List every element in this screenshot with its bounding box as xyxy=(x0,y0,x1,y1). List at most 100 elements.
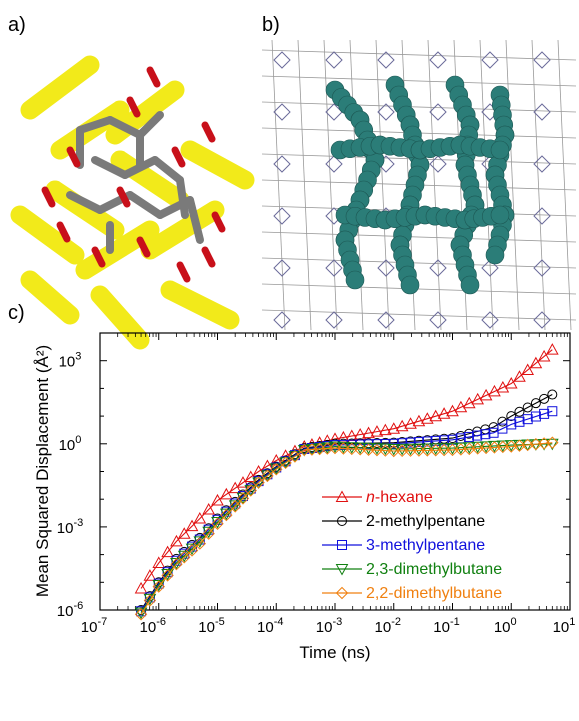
data-point xyxy=(412,414,426,427)
legend-marker xyxy=(337,540,347,550)
data-point xyxy=(236,492,250,505)
data-point xyxy=(522,402,533,413)
legend-marker xyxy=(335,564,349,576)
y-axis-title: Mean Squared Displacement (Å²) xyxy=(33,345,52,597)
y-tick-label: 10-6 xyxy=(57,600,83,620)
data-point xyxy=(530,398,541,409)
data-point xyxy=(545,343,559,355)
data-point xyxy=(370,443,384,455)
data-point xyxy=(185,519,199,532)
data-point xyxy=(437,443,451,457)
data-point xyxy=(345,442,359,454)
data-point xyxy=(429,443,443,455)
data-point xyxy=(270,463,283,476)
series-2,2-dimethylbutane xyxy=(134,436,559,621)
data-point xyxy=(539,408,550,419)
data-point xyxy=(429,409,443,422)
data-point xyxy=(228,500,242,513)
data-point xyxy=(269,453,283,466)
data-point xyxy=(395,444,409,458)
data-point xyxy=(202,527,215,540)
panel-label-b: b) xyxy=(262,14,280,36)
data-point xyxy=(252,477,265,490)
legend-entry: 2,3-dimethylbutane xyxy=(366,561,502,578)
x-tick-label: 10-3 xyxy=(316,616,342,636)
data-point xyxy=(547,389,558,400)
x-tick-label: 10-5 xyxy=(198,616,224,636)
data-point xyxy=(328,441,342,455)
data-point xyxy=(462,442,476,454)
data-point xyxy=(513,370,526,382)
data-point xyxy=(134,581,148,594)
data-point xyxy=(412,443,426,456)
data-point xyxy=(421,444,434,457)
data-point xyxy=(353,442,367,455)
data-point xyxy=(471,392,485,405)
data-point xyxy=(193,536,207,548)
data-point xyxy=(462,396,476,409)
data-point xyxy=(252,464,265,477)
data-point xyxy=(193,537,207,550)
data-point xyxy=(143,594,157,607)
data-point xyxy=(144,592,155,603)
data-point xyxy=(397,438,408,449)
data-point xyxy=(429,444,442,457)
panel-label-a: a) xyxy=(8,14,26,36)
data-point xyxy=(185,544,199,557)
data-point xyxy=(245,483,256,494)
series-line xyxy=(140,410,553,612)
x-tick-label: 10-7 xyxy=(81,616,107,636)
data-point xyxy=(404,417,417,429)
data-point xyxy=(387,444,400,458)
data-point xyxy=(228,481,242,494)
x-tick-label: 10-2 xyxy=(375,616,401,636)
data-point xyxy=(362,442,375,455)
data-point xyxy=(529,356,543,369)
data-point xyxy=(454,400,468,413)
data-point xyxy=(514,416,525,427)
data-point xyxy=(463,431,474,442)
data-point xyxy=(420,443,434,456)
legend-entry: 2-methylpentane xyxy=(366,513,485,530)
legend: n-hexane 2-methylpentane 3-methylpentane 2,… xyxy=(322,489,502,602)
legend-entry: 3-methylpentane xyxy=(366,537,485,554)
data-point xyxy=(261,469,274,483)
data-point xyxy=(161,569,174,582)
data-point xyxy=(161,545,174,558)
data-point xyxy=(545,438,559,451)
data-point xyxy=(506,411,517,422)
data-point xyxy=(370,443,384,457)
data-point xyxy=(279,456,292,470)
data-point xyxy=(404,443,417,456)
data-point xyxy=(202,502,216,515)
data-point xyxy=(170,557,183,571)
series-group xyxy=(134,343,559,621)
data-point xyxy=(244,470,258,483)
data-point xyxy=(134,608,148,621)
y-tick-label: 100 xyxy=(59,434,82,454)
data-point xyxy=(379,423,392,436)
data-point xyxy=(437,407,451,419)
x-tick-label: 101 xyxy=(553,616,576,636)
y-tick-labels: 10-6 10-3 100 103 xyxy=(57,351,83,620)
data-point xyxy=(362,426,375,439)
data-point xyxy=(412,444,426,457)
series-2-methylpentane xyxy=(136,389,558,615)
legend-marker xyxy=(337,516,347,526)
data-point xyxy=(202,526,216,539)
data-point xyxy=(271,462,282,473)
data-point xyxy=(504,376,518,389)
data-point xyxy=(395,419,409,432)
data-point xyxy=(479,388,493,401)
data-point xyxy=(522,414,533,425)
legend-marker xyxy=(335,586,349,600)
data-point xyxy=(152,556,166,568)
data-point xyxy=(185,543,199,556)
x-tick-labels: 10-7 10-6 10-5 10-4 10-3 10-2 10-1 100 101 xyxy=(81,616,576,636)
series-n-hexane xyxy=(134,343,559,594)
data-point xyxy=(362,443,375,456)
data-point xyxy=(345,442,358,456)
data-point xyxy=(178,551,191,564)
data-point xyxy=(446,404,459,417)
